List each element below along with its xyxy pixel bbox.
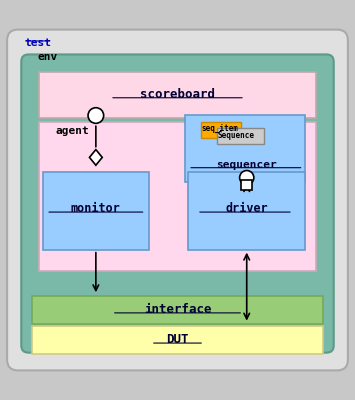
Bar <box>201 122 241 138</box>
Bar <box>185 115 305 182</box>
Text: monitor: monitor <box>71 202 121 215</box>
FancyBboxPatch shape <box>7 30 348 370</box>
Bar <box>39 72 316 118</box>
Bar <box>43 172 149 250</box>
Text: env: env <box>37 52 58 62</box>
Text: scoreboard: scoreboard <box>140 88 215 101</box>
Text: driver: driver <box>225 202 268 215</box>
Text: sequencer: sequencer <box>216 160 277 170</box>
Bar <box>217 128 264 144</box>
Text: test: test <box>25 38 52 48</box>
Bar <box>32 296 323 324</box>
Text: seq_item: seq_item <box>202 125 239 134</box>
Text: interface: interface <box>144 303 211 316</box>
Circle shape <box>240 170 254 185</box>
Text: DUT: DUT <box>166 333 189 346</box>
Bar <box>39 122 316 271</box>
FancyBboxPatch shape <box>21 54 334 353</box>
Circle shape <box>88 108 104 123</box>
Text: Sequence: Sequence <box>218 131 255 140</box>
Bar <box>188 172 305 250</box>
Bar <box>32 326 323 354</box>
Polygon shape <box>89 150 102 165</box>
Bar <box>241 180 252 190</box>
Text: agent: agent <box>55 126 89 136</box>
